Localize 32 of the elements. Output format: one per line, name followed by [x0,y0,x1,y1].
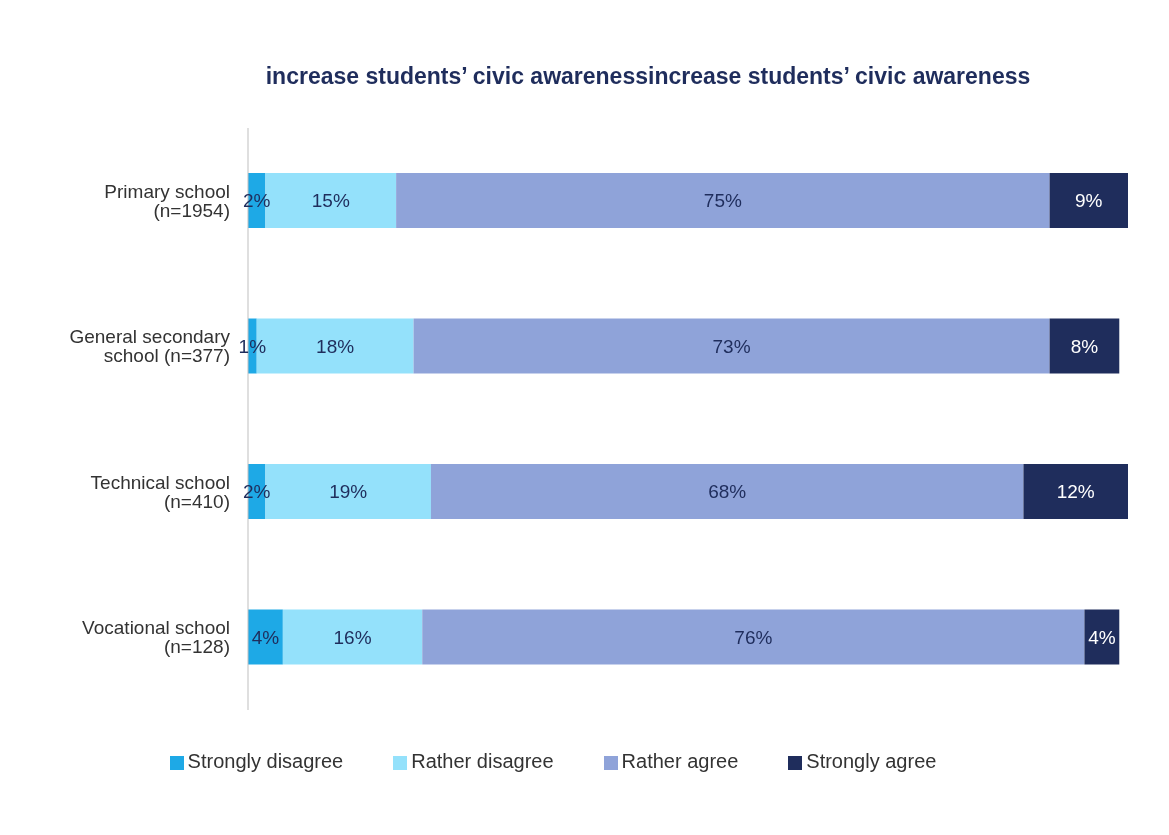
bar [1049,318,1120,374]
data-label: 18% [316,335,355,357]
y-tick-label: Primary school (n=1954) [104,180,230,221]
data-label: 76% [734,626,773,648]
bar [1049,173,1128,228]
bar [430,464,1024,519]
data-label: 68% [708,481,747,503]
data-label: 12% [1056,481,1095,503]
data-label: 1% [238,335,267,357]
data-label: 9% [1075,190,1103,212]
bar [282,609,423,665]
data-label: 73% [712,335,751,357]
bar [413,318,1050,374]
data-label: 16% [333,626,372,648]
chart-title: increase students’ civic awarenessincrease students’ civic awareness [264,62,1032,91]
data-label: 75% [703,190,742,212]
legend-label: Strongly agree [806,750,937,772]
bar [1023,464,1128,519]
data-label: 4% [251,626,280,648]
data-label: 19% [329,481,368,503]
legend-label: Rather agree [621,750,739,772]
bar [422,609,1085,665]
data-label: 15% [311,190,350,212]
y-tick-label: Technical school (n=410) [90,471,230,512]
y-tick-label: Vocational school (n=128) [82,617,230,658]
data-label: 4% [1088,626,1116,648]
bar [1084,609,1120,665]
y-tick-label: General secondary school (n=377) [69,326,231,367]
bar [396,173,1050,228]
legend-label: Strongly disagree [187,750,344,772]
data-label: 8% [1070,335,1099,357]
legend-label: Rather disagree [411,750,554,772]
